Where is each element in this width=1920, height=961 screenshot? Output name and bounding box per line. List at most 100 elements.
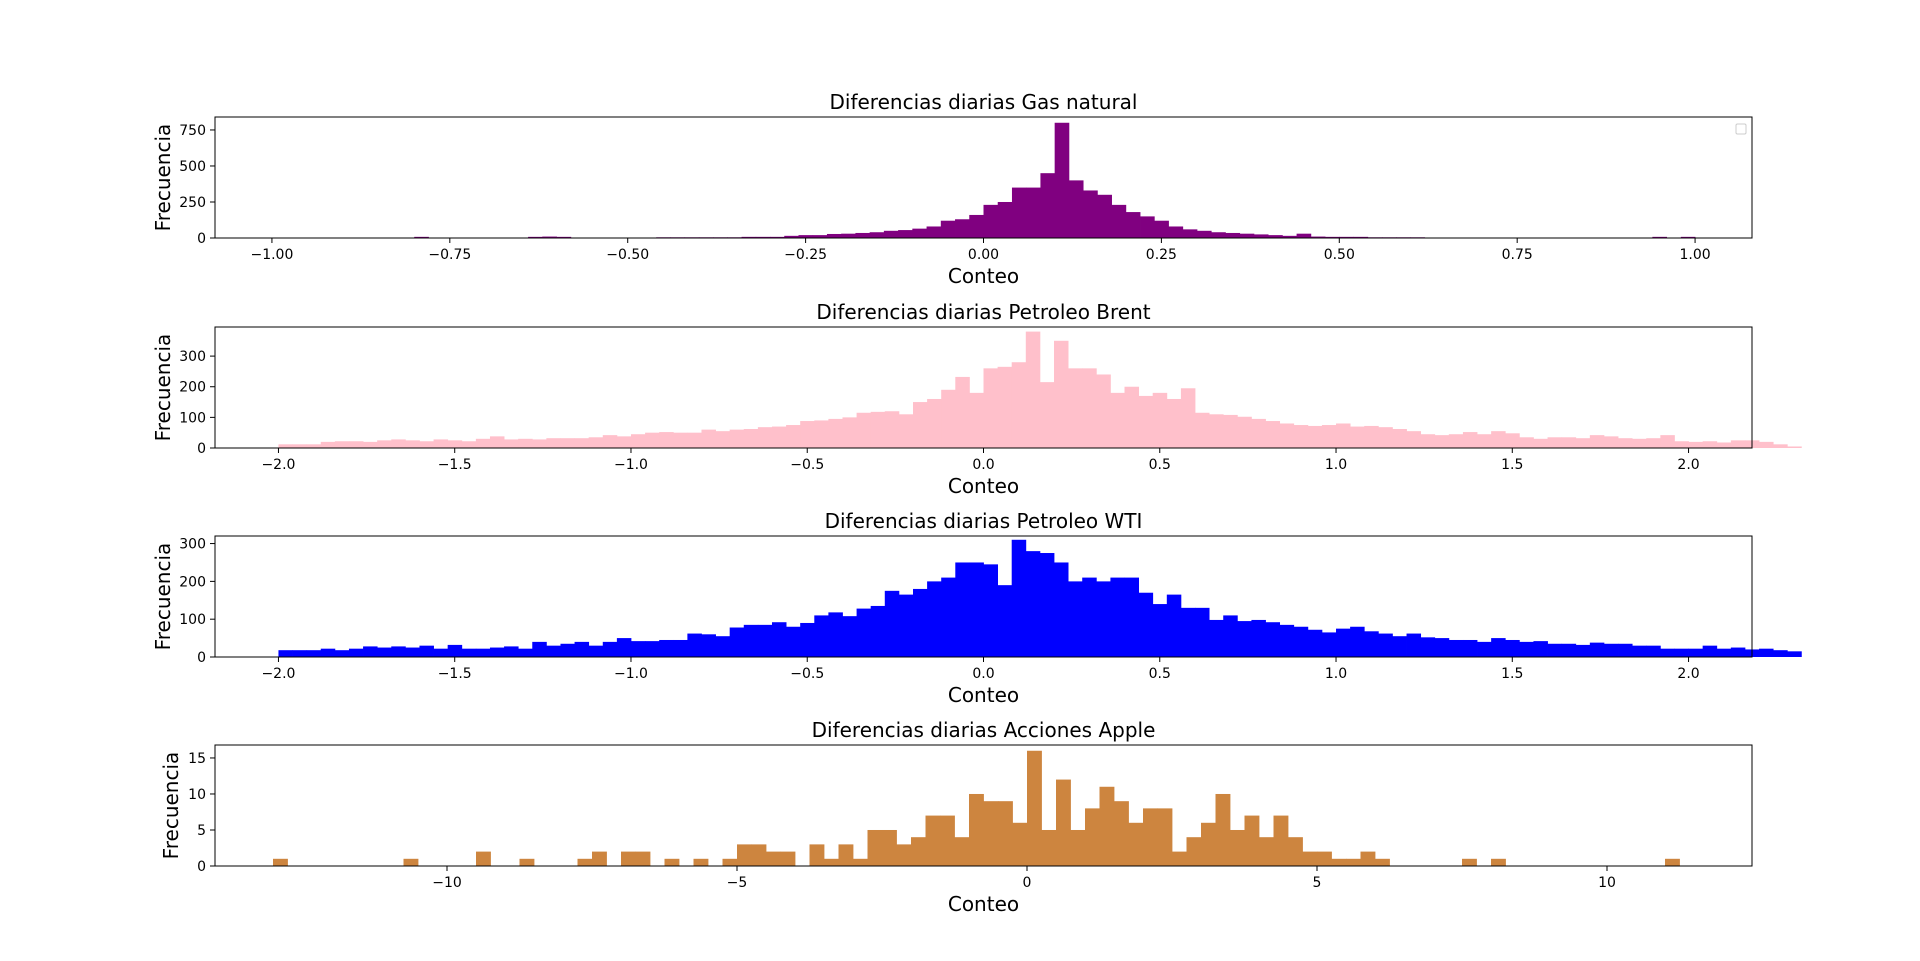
histogram-bar: [273, 858, 288, 866]
histogram-bar: [1519, 437, 1534, 448]
histogram-bar: [1660, 648, 1675, 657]
histogram-bar: [757, 624, 773, 657]
histogram-bar: [771, 426, 787, 448]
histogram-bar: [1702, 645, 1718, 657]
histogram-bar: [912, 228, 927, 238]
histogram-bar: [925, 815, 941, 866]
histogram-bar: [377, 647, 392, 657]
histogram-bar: [898, 414, 914, 448]
x-tick-label: −1.5: [438, 457, 472, 473]
histogram-bar: [812, 235, 828, 238]
histogram-bar: [1688, 648, 1704, 657]
histogram-bar: [1336, 423, 1351, 448]
histogram-bar: [809, 844, 825, 866]
histogram-bar: [855, 232, 871, 238]
histogram-bar: [673, 639, 688, 657]
x-tick-label: −0.25: [784, 247, 827, 263]
histogram-bar: [1293, 425, 1309, 448]
histogram-bar: [1759, 648, 1774, 657]
histogram-bar: [414, 236, 429, 238]
histogram-bar: [1039, 553, 1055, 657]
histogram-bar: [853, 858, 868, 866]
histogram-bar: [1056, 779, 1071, 866]
histogram-bar: [1068, 180, 1084, 238]
histogram-bar: [1253, 234, 1269, 238]
histogram-bar: [884, 411, 900, 448]
y-axis-label: Frecuencia: [151, 124, 175, 232]
histogram-bar: [1716, 442, 1732, 448]
histogram-bar: [1138, 395, 1154, 448]
histogram-bar: [927, 398, 942, 448]
histogram-bar: [898, 230, 913, 238]
histogram-bar: [1350, 426, 1365, 448]
histogram-bar: [1296, 233, 1312, 238]
histogram-bar: [1157, 808, 1173, 866]
histogram-bar: [1124, 386, 1140, 448]
y-tick-label: 0: [197, 859, 206, 875]
histogram-bar: [729, 429, 745, 448]
histogram-bar: [1085, 808, 1100, 866]
histogram-bar: [1360, 851, 1376, 866]
histogram-bar: [1166, 398, 1182, 448]
x-tick-label: −2.0: [261, 457, 295, 473]
histogram-gas-natural: −1.00 −0.75 −0.50 −0.25 0.00 0.25 0.50 0.75 1.00…: [151, 90, 1753, 288]
histogram-bar: [814, 615, 829, 657]
histogram-bar: [955, 219, 970, 238]
histogram-bar: [838, 844, 854, 866]
x-tick-label: −10: [432, 875, 462, 891]
histogram-bar: [1688, 441, 1704, 448]
histogram-bar: [800, 421, 815, 448]
histogram-bar: [780, 851, 796, 866]
histogram-bar: [592, 851, 607, 866]
histogram-bar: [771, 622, 787, 657]
histogram-bar: [940, 220, 956, 238]
histogram-bar: [1321, 425, 1337, 448]
histogram-bar: [1223, 414, 1238, 448]
histogram-bar: [1618, 643, 1633, 657]
histogram-bar: [1477, 641, 1492, 658]
histogram-bar: [1225, 232, 1241, 238]
histogram-bar: [1336, 628, 1351, 657]
histogram-bar: [997, 201, 1013, 238]
histogram-bar: [475, 648, 491, 657]
histogram-bar: [419, 441, 434, 448]
x-tick-label: 0.5: [1149, 666, 1171, 682]
y-tick-label: 250: [179, 195, 206, 211]
histogram-bar: [1716, 648, 1732, 657]
histogram-bar: [1307, 629, 1323, 657]
histogram-bar: [814, 420, 829, 448]
histogram-bar: [1273, 815, 1289, 866]
histogram-bar: [1787, 651, 1802, 657]
histogram-bar: [983, 801, 999, 866]
histogram-bar: [1652, 236, 1668, 238]
histogram-bar: [913, 402, 928, 448]
x-tick-label: 1.5: [1501, 666, 1523, 682]
histogram-bar: [518, 648, 533, 657]
histogram-bar: [504, 646, 519, 657]
y-tick-label: 100: [179, 410, 206, 426]
histogram-bar: [1168, 226, 1184, 238]
histogram-bar: [786, 626, 801, 657]
histogram-bar: [870, 411, 886, 448]
histogram-bar: [1392, 429, 1407, 448]
histogram-bar: [856, 608, 872, 657]
chart-title: Diferencias diarias Acciones Apple: [812, 718, 1156, 742]
histogram-bar: [306, 444, 322, 448]
legend-box: [1735, 123, 1747, 135]
y-tick-label: 0: [197, 650, 206, 666]
histogram-bar: [1223, 615, 1238, 657]
histogram-bar: [798, 235, 814, 238]
histogram-bar: [1787, 446, 1802, 448]
histogram-bar: [556, 236, 572, 238]
x-tick-label: 0: [1023, 875, 1032, 891]
bars: [273, 750, 1680, 866]
histogram-bar: [1420, 637, 1436, 657]
x-tick-label: −0.5: [790, 457, 824, 473]
histogram-bar: [842, 616, 857, 657]
histogram-bar: [1302, 851, 1318, 866]
histogram-bar: [741, 236, 757, 238]
histogram-bar: [476, 851, 491, 866]
histogram-bar: [1083, 190, 1098, 238]
histogram-bar: [896, 844, 912, 866]
y-tick-label: 200: [179, 574, 206, 590]
